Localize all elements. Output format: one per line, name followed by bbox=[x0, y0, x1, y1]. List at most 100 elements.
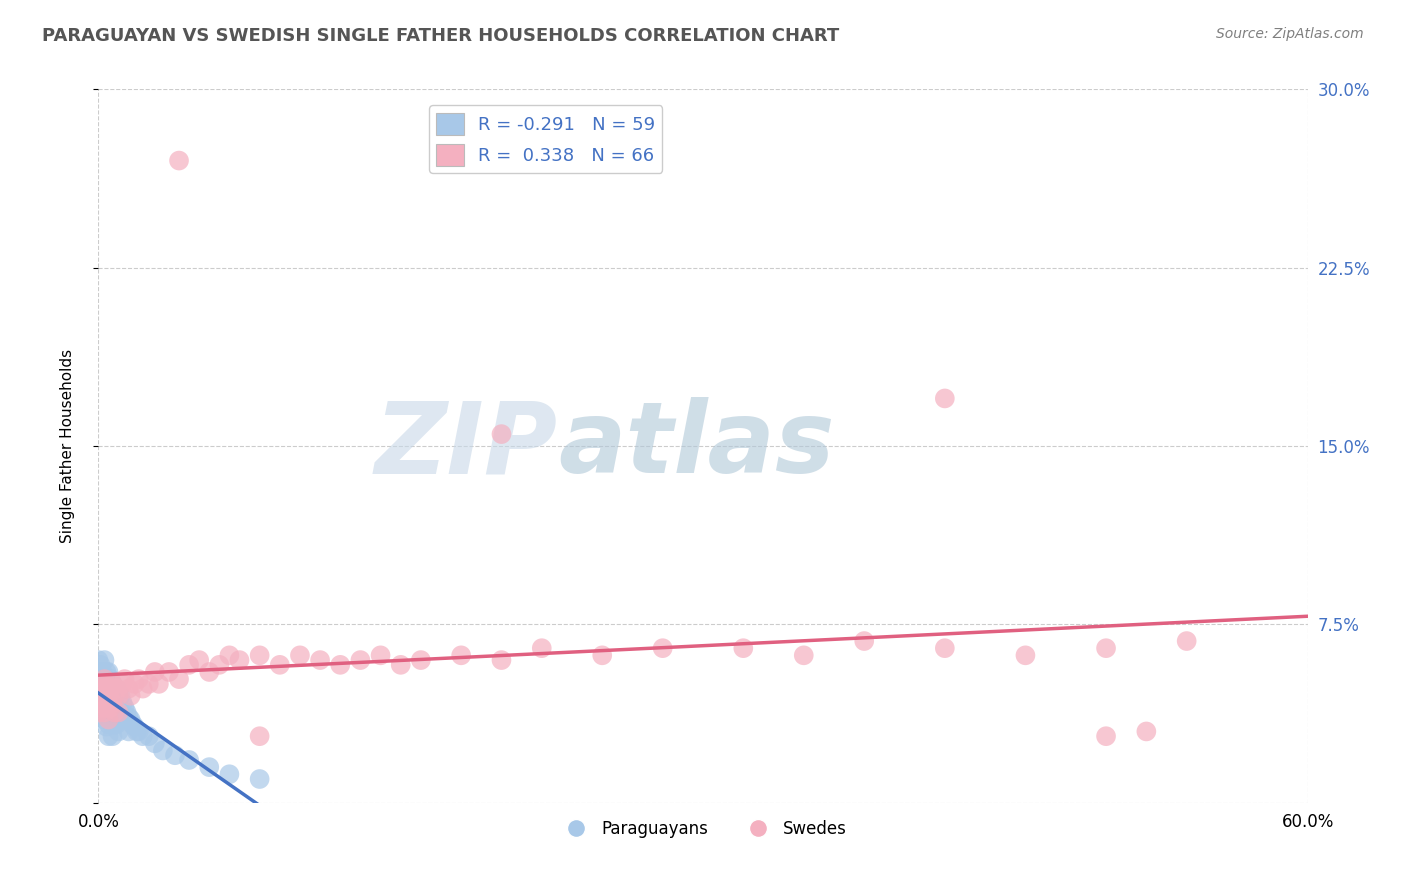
Point bbox=[107, 689, 129, 703]
Point bbox=[143, 736, 166, 750]
Point bbox=[389, 657, 412, 672]
Y-axis label: Single Father Households: Single Father Households bbox=[60, 349, 75, 543]
Point bbox=[163, 748, 186, 763]
Point bbox=[96, 700, 118, 714]
Point bbox=[288, 648, 311, 663]
Point bbox=[89, 657, 111, 672]
Point bbox=[269, 657, 291, 672]
Point bbox=[1014, 648, 1036, 663]
Point bbox=[107, 706, 129, 720]
Point bbox=[167, 153, 190, 168]
Point bbox=[97, 681, 120, 696]
Point bbox=[132, 729, 155, 743]
Point bbox=[138, 677, 160, 691]
Point bbox=[93, 713, 115, 727]
Point bbox=[101, 677, 124, 691]
Point bbox=[97, 700, 120, 714]
Point bbox=[101, 677, 124, 691]
Point bbox=[218, 648, 240, 663]
Point bbox=[91, 700, 114, 714]
Text: atlas: atlas bbox=[558, 398, 834, 494]
Point bbox=[1095, 641, 1118, 656]
Text: Source: ZipAtlas.com: Source: ZipAtlas.com bbox=[1216, 27, 1364, 41]
Point bbox=[167, 672, 190, 686]
Point bbox=[934, 641, 956, 656]
Point bbox=[91, 706, 114, 720]
Point bbox=[103, 681, 125, 696]
Point bbox=[97, 717, 120, 731]
Point bbox=[179, 753, 201, 767]
Point bbox=[491, 427, 513, 442]
Point bbox=[491, 653, 513, 667]
Point bbox=[103, 689, 125, 703]
Point bbox=[148, 677, 170, 691]
Point bbox=[93, 689, 115, 703]
Point bbox=[105, 717, 128, 731]
Point bbox=[1135, 724, 1157, 739]
Text: PARAGUAYAN VS SWEDISH SINGLE FATHER HOUSEHOLDS CORRELATION CHART: PARAGUAYAN VS SWEDISH SINGLE FATHER HOUS… bbox=[42, 27, 839, 45]
Point bbox=[198, 665, 221, 679]
Point bbox=[118, 724, 141, 739]
Point bbox=[97, 665, 120, 679]
Text: ZIP: ZIP bbox=[375, 398, 558, 494]
Point bbox=[87, 706, 110, 720]
Point bbox=[97, 677, 120, 691]
Point bbox=[128, 672, 150, 686]
Point bbox=[733, 641, 755, 656]
Point bbox=[101, 710, 124, 724]
Point bbox=[97, 729, 120, 743]
Point bbox=[91, 677, 114, 691]
Point bbox=[103, 706, 125, 720]
Point bbox=[118, 710, 141, 724]
Point bbox=[103, 717, 125, 731]
Point bbox=[309, 653, 332, 667]
Point bbox=[107, 724, 129, 739]
Point bbox=[101, 693, 124, 707]
Point bbox=[101, 696, 124, 710]
Point bbox=[651, 641, 673, 656]
Point bbox=[143, 665, 166, 679]
Point bbox=[89, 696, 111, 710]
Point bbox=[100, 672, 122, 686]
Point bbox=[188, 653, 211, 667]
Point bbox=[107, 689, 129, 703]
Point bbox=[152, 743, 174, 757]
Point bbox=[96, 700, 118, 714]
Point bbox=[138, 729, 160, 743]
Point bbox=[93, 689, 115, 703]
Point bbox=[530, 641, 553, 656]
Point bbox=[110, 706, 132, 720]
Point bbox=[179, 657, 201, 672]
Point bbox=[100, 706, 122, 720]
Point bbox=[118, 681, 141, 696]
Point bbox=[100, 689, 122, 703]
Point bbox=[87, 665, 110, 679]
Point bbox=[120, 689, 142, 703]
Point bbox=[128, 724, 150, 739]
Point bbox=[409, 653, 432, 667]
Point bbox=[87, 653, 110, 667]
Point bbox=[114, 672, 136, 686]
Point bbox=[111, 696, 134, 710]
Point bbox=[349, 653, 371, 667]
Point bbox=[249, 772, 271, 786]
Point bbox=[100, 700, 122, 714]
Point bbox=[89, 696, 111, 710]
Point bbox=[89, 677, 111, 691]
Point bbox=[450, 648, 472, 663]
Point bbox=[132, 681, 155, 696]
Point bbox=[115, 706, 138, 720]
Point bbox=[96, 681, 118, 696]
Point bbox=[97, 713, 120, 727]
Point bbox=[934, 392, 956, 406]
Point bbox=[218, 767, 240, 781]
Point bbox=[208, 657, 231, 672]
Point bbox=[96, 720, 118, 734]
Point bbox=[157, 665, 180, 679]
Point bbox=[853, 634, 876, 648]
Point bbox=[93, 706, 115, 720]
Point bbox=[91, 681, 114, 696]
Point bbox=[111, 677, 134, 691]
Point bbox=[101, 729, 124, 743]
Point bbox=[329, 657, 352, 672]
